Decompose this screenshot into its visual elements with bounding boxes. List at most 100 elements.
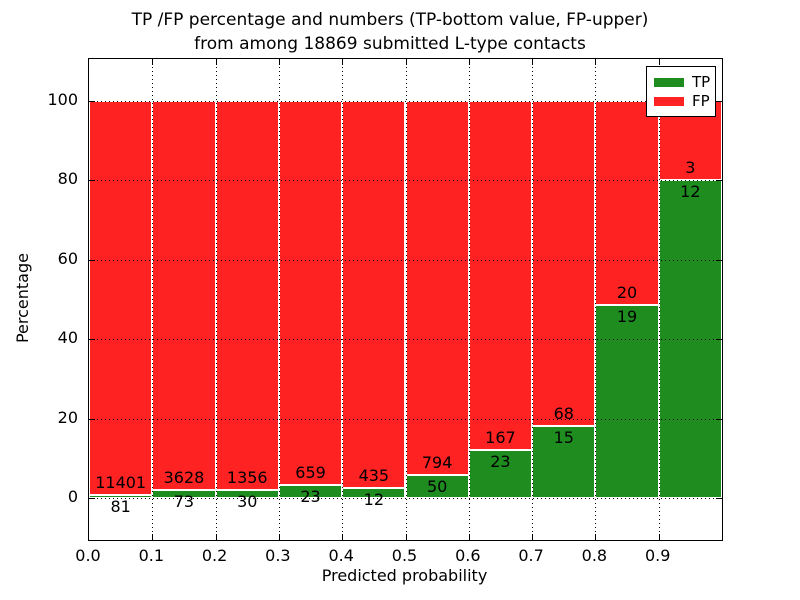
x-tick-label-0.1: 0.1: [138, 546, 165, 565]
fp-count-label-2: 1356: [226, 467, 268, 487]
x-tick-label-0.5: 0.5: [391, 546, 418, 565]
gridline-x-7: [532, 59, 534, 540]
y-tick-label-60: 60: [57, 248, 78, 268]
y-tick-label-0: 0: [67, 487, 78, 507]
bar-segment-tp-7: [532, 426, 596, 499]
gridline-x-5: [405, 59, 407, 540]
x-tick-top: [278, 59, 280, 65]
legend-label-fp: FP: [692, 92, 710, 110]
x-tick-top: [595, 59, 597, 65]
fp-count-label-7: 68: [553, 404, 574, 424]
bar-segment-tp-0: [89, 495, 153, 499]
x-tick-label-0.3: 0.3: [265, 546, 291, 565]
tp-count-label-4: 12: [363, 489, 385, 509]
x-tick-bottom: [658, 534, 660, 540]
y-tick-right: [716, 498, 722, 500]
x-tick-top: [468, 59, 470, 65]
legend: TP FP: [646, 66, 716, 117]
y-tick-right: [716, 339, 722, 341]
gridline-x-3: [278, 59, 280, 540]
tp-count-label-8: 19: [616, 306, 638, 326]
x-tick-bottom: [595, 534, 597, 540]
x-tick-bottom: [215, 534, 217, 540]
x-tick-label-0.4: 0.4: [328, 546, 354, 565]
fp-count-label-6: 167: [485, 428, 516, 448]
y-tick-right: [716, 180, 722, 182]
x-tick-top: [215, 59, 217, 65]
bar-segment-fp-4: [342, 100, 406, 488]
fp-count-label-1: 3628: [163, 468, 205, 488]
x-axis-label: Predicted probability: [321, 566, 488, 585]
x-tick-bottom: [342, 534, 344, 540]
x-tick-label-0.8: 0.8: [581, 546, 608, 565]
bar-segment-fp-6: [468, 100, 533, 451]
x-tick-top: [405, 59, 407, 65]
bar-segment-fp-8: [595, 100, 659, 305]
fp-count-label-5: 794: [421, 452, 453, 472]
x-tick-bottom: [152, 534, 154, 540]
x-tick-top: [532, 59, 534, 65]
fp-count-label-4: 435: [358, 465, 390, 485]
y-tick-left: [89, 498, 95, 500]
bar-segment-fp-7: [532, 100, 596, 427]
tp-count-label-1: 73: [173, 492, 195, 512]
gridline-x-6: [468, 59, 470, 540]
bar-segment-fp-2: [215, 100, 279, 490]
y-tick-left: [89, 259, 95, 261]
y-tick-right: [716, 259, 722, 261]
y-tick-left: [89, 180, 95, 182]
tp-count-label-6: 23: [490, 452, 511, 472]
bar-segment-fp-0: [89, 100, 153, 496]
bar-segment-fp-3: [278, 100, 343, 485]
x-tick-bottom: [278, 534, 280, 540]
y-tick-right: [716, 100, 722, 102]
fp-count-label-3: 659: [295, 462, 326, 482]
bar-segment-tp-8: [595, 304, 659, 499]
y-tick-label-100: 100: [47, 89, 78, 109]
y-tick-label-20: 20: [57, 407, 78, 427]
bar-segment-fp-1: [152, 100, 216, 491]
gridline-x-2: [215, 59, 217, 540]
x-tick-label-0.2: 0.2: [201, 546, 228, 565]
tp-count-label-3: 23: [300, 486, 321, 506]
gridline-x-9: [658, 59, 660, 540]
x-tick-top: [342, 59, 344, 65]
plot-area: 11401 81 3628 73 1356 30 659 23 435 12 794 50 167 23 6…: [88, 58, 723, 541]
fp-count-label-9: 3: [685, 158, 696, 178]
x-tick-bottom: [532, 534, 534, 540]
tp-count-label-2: 30: [237, 491, 258, 511]
x-tick-label-0.9: 0.9: [644, 546, 671, 565]
y-tick-right: [716, 418, 722, 420]
fp-count-label-8: 20: [616, 282, 638, 302]
x-tick-label-0.7: 0.7: [518, 546, 544, 565]
y-axis-label: Percentage: [13, 253, 32, 344]
x-tick-top: [658, 59, 660, 65]
gridline-x-8: [595, 59, 597, 540]
x-tick-label-0.6: 0.6: [455, 546, 481, 565]
tp-count-label-0: 81: [110, 497, 131, 517]
tp-count-label-9: 12: [680, 182, 701, 202]
legend-swatch-fp: [654, 96, 684, 106]
y-tick-label-40: 40: [57, 328, 78, 348]
chart-title: TP /FP percentage and numbers (TP-bottom…: [60, 8, 720, 56]
bar-segment-tp-9: [658, 180, 722, 499]
bar-segment-tp-6: [468, 450, 533, 499]
legend-swatch-tp: [654, 77, 684, 87]
y-tick-label-80: 80: [57, 169, 78, 189]
gridline-x-1: [152, 59, 154, 540]
chart-title-line2: from among 18869 submitted L-type contac…: [194, 34, 586, 54]
tp-count-label-7: 15: [553, 428, 574, 448]
x-tick-bottom: [405, 534, 407, 540]
x-tick-bottom: [468, 534, 470, 540]
tp-count-label-5: 50: [426, 476, 448, 496]
chart-title-line1: TP /FP percentage and numbers (TP-bottom…: [131, 10, 649, 30]
legend-item-fp: FP: [654, 92, 710, 110]
legend-item-tp: TP: [654, 73, 711, 91]
gridline-x-4: [342, 59, 344, 540]
y-tick-left: [89, 339, 95, 341]
y-tick-left: [89, 100, 95, 102]
y-tick-left: [89, 418, 95, 420]
legend-label-tp: TP: [692, 73, 711, 91]
x-tick-label-0.0: 0.0: [75, 546, 101, 565]
